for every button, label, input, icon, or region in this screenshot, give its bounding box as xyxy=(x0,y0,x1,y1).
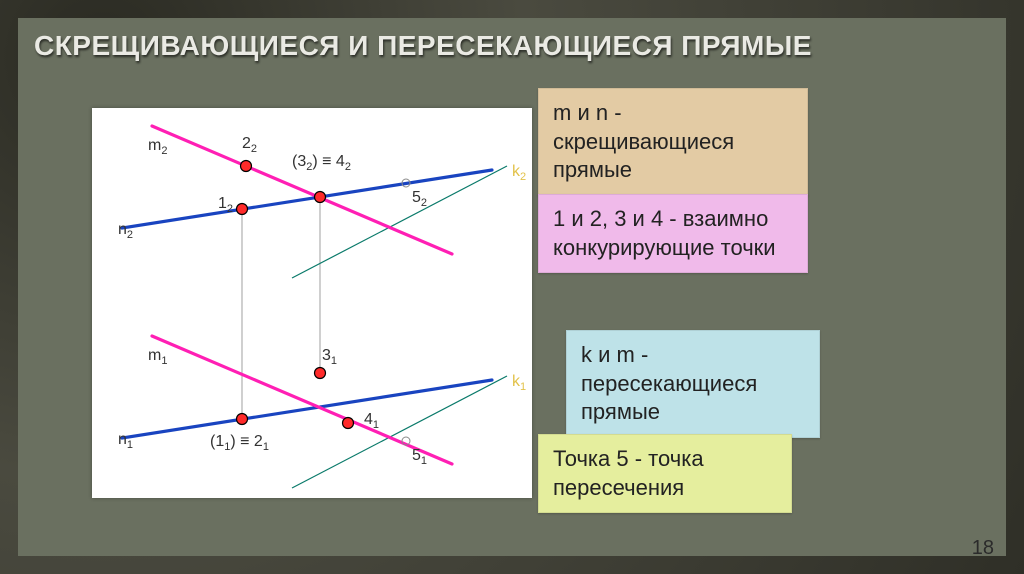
geometry-diagram: m2n2m1n1k2k12212(32) ≡ 42523141(11) ≡ 21… xyxy=(92,108,532,498)
callout-a: m и n - скрещивающиеся прямые xyxy=(538,88,808,196)
callout-d: Точка 5 - точка пересечения xyxy=(538,434,792,513)
svg-text:k1: k1 xyxy=(512,373,526,393)
svg-text:51: 51 xyxy=(412,447,427,467)
svg-text:(32) ≡ 42: (32) ≡ 42 xyxy=(292,153,351,173)
svg-text:m2: m2 xyxy=(148,137,167,157)
svg-text:31: 31 xyxy=(322,347,337,367)
callout-c: k и m - пересекающиеся прямые xyxy=(566,330,820,438)
svg-text:(11) ≡ 21: (11) ≡ 21 xyxy=(210,433,269,453)
callout-b: 1 и 2, 3 и 4 - взаимно конкурирующие точ… xyxy=(538,194,808,273)
svg-text:m1: m1 xyxy=(148,347,167,367)
diagram-svg: m2n2m1n1k2k12212(32) ≡ 42523141(11) ≡ 21… xyxy=(92,108,532,498)
slide-title: СКРЕЩИВАЮЩИЕСЯ И ПЕРЕСЕКАЮЩИЕСЯ ПРЯМЫЕ xyxy=(34,30,812,62)
svg-text:22: 22 xyxy=(242,135,257,155)
svg-text:k2: k2 xyxy=(512,163,526,183)
svg-text:n1: n1 xyxy=(118,431,133,451)
page-number: 18 xyxy=(972,537,994,560)
svg-text:52: 52 xyxy=(412,189,427,209)
svg-text:n2: n2 xyxy=(118,221,133,241)
